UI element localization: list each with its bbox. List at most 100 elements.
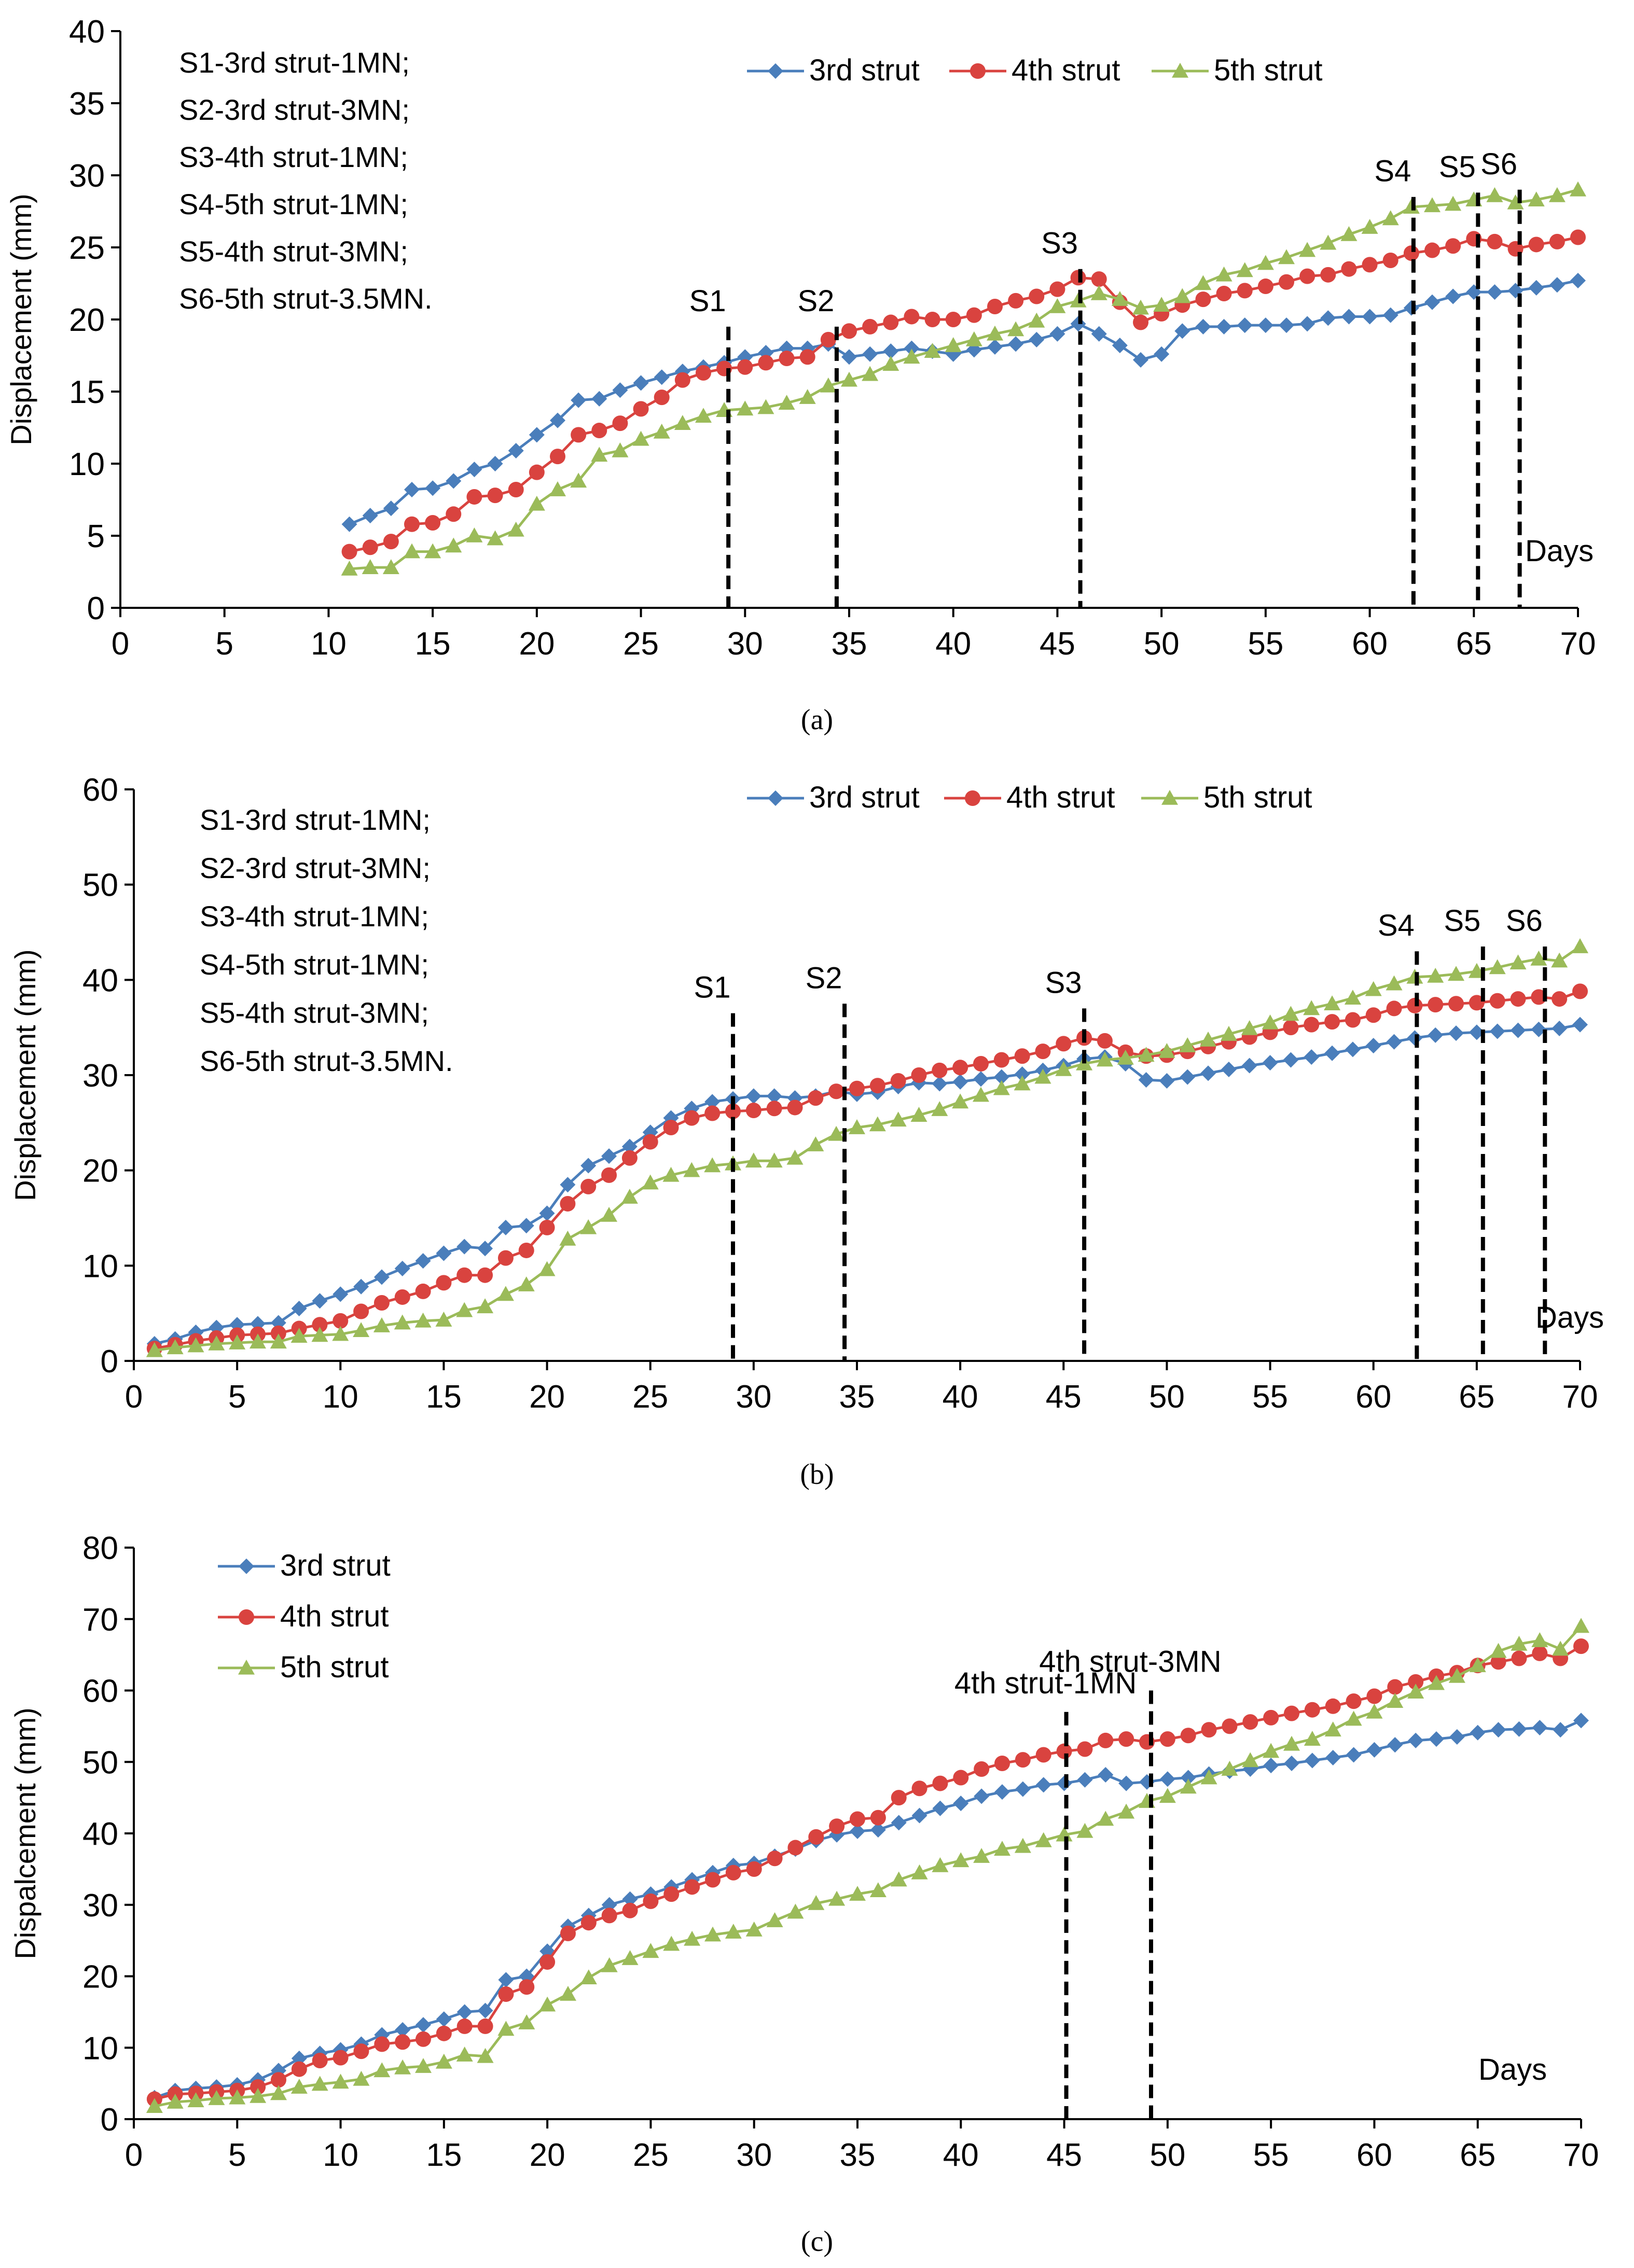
data-point-b xyxy=(621,1189,638,1204)
data-point-b xyxy=(1283,1020,1299,1036)
data-point-b xyxy=(1530,950,1547,966)
data-point-c xyxy=(1408,1674,1424,1690)
event-label-b: S1 xyxy=(694,971,731,1005)
data-point-a xyxy=(862,318,878,335)
data-point-a xyxy=(1340,226,1358,241)
data-point-b xyxy=(973,1071,989,1087)
data-point-b xyxy=(952,1074,968,1090)
data-point-c xyxy=(1304,1702,1320,1718)
data-point-a xyxy=(1279,274,1294,290)
y-tick-label-a: 5 xyxy=(87,519,105,554)
data-point-c xyxy=(808,1895,825,1910)
data-point-b xyxy=(1221,1061,1237,1077)
data-point-a xyxy=(1320,267,1336,283)
data-point-c xyxy=(291,2061,307,2077)
data-point-b xyxy=(1241,1058,1257,1074)
data-point-c xyxy=(146,2098,163,2113)
data-point-b xyxy=(1448,966,1465,981)
data-point-b xyxy=(704,1094,721,1110)
data-point-c xyxy=(208,2090,225,2105)
data-point-a xyxy=(987,339,1003,355)
data-point-b xyxy=(456,1267,473,1283)
data-point-b xyxy=(1552,1021,1568,1037)
data-point-b xyxy=(353,1278,369,1295)
data-point-b xyxy=(373,1317,390,1332)
legend-label-b: 4th strut xyxy=(1006,781,1115,814)
event-marker-b: S6 xyxy=(1506,904,1547,1361)
legend-item-b: 4th strut xyxy=(944,781,1115,814)
data-point-a xyxy=(820,377,837,393)
data-point-a xyxy=(571,392,587,408)
data-point-c xyxy=(416,2031,431,2047)
event-label-a: S2 xyxy=(797,284,834,318)
data-point-a xyxy=(591,423,607,439)
data-point-c xyxy=(270,2085,287,2100)
data-point-a xyxy=(383,500,399,517)
x-tick-label-b: 55 xyxy=(1252,1379,1288,1415)
data-point-b xyxy=(373,1269,390,1285)
x-tick-label-b: 40 xyxy=(943,1379,978,1415)
event-marker-b: S1 xyxy=(694,971,736,1361)
x-tick-label-c: 40 xyxy=(943,2137,979,2173)
data-point-a xyxy=(924,343,941,358)
data-point-b xyxy=(1138,1072,1154,1088)
data-point-c xyxy=(849,1886,866,1901)
legend-item-c: 3rd strut xyxy=(218,1549,391,1582)
data-point-b xyxy=(1572,983,1588,999)
data-point-c xyxy=(1180,1728,1196,1744)
data-point-c xyxy=(477,2048,494,2063)
data-point-a xyxy=(654,389,670,406)
data-point-a xyxy=(1403,245,1419,261)
data-point-b xyxy=(312,1317,328,1333)
data-point-a xyxy=(696,365,711,381)
data-point-a xyxy=(1008,293,1024,309)
y-tick-label-c: 30 xyxy=(82,1888,118,1924)
data-point-b xyxy=(663,1120,679,1136)
data-point-a xyxy=(1382,253,1398,269)
data-point-b xyxy=(704,1157,721,1173)
y-tick-label-a: 40 xyxy=(69,14,105,50)
event-label-b: S3 xyxy=(1045,966,1082,999)
data-point-a xyxy=(1237,283,1253,299)
data-point-c xyxy=(932,1800,948,1816)
data-point-c xyxy=(1263,1709,1279,1726)
data-point-a xyxy=(966,307,982,323)
event-label-b: S5 xyxy=(1444,904,1480,938)
legend-item-b: 3rd strut xyxy=(747,781,920,814)
data-point-c xyxy=(1490,1722,1506,1738)
data-point-a xyxy=(654,369,670,385)
x-tick-label-a: 40 xyxy=(935,626,971,662)
data-point-c xyxy=(1077,1741,1093,1757)
data-point-b xyxy=(1138,1047,1155,1062)
data-point-b xyxy=(1200,1065,1216,1081)
x-tick-label-b: 20 xyxy=(529,1379,565,1415)
data-point-c xyxy=(601,1897,617,1913)
data-point-c xyxy=(1449,1729,1465,1745)
event-marker-b: S4 xyxy=(1378,909,1419,1361)
data-point-c xyxy=(601,1908,617,1924)
data-point-a xyxy=(841,349,857,365)
data-point-a xyxy=(1111,291,1128,306)
data-point-c xyxy=(1159,1731,1175,1747)
data-point-c xyxy=(1118,1803,1135,1819)
data-point-a xyxy=(1320,310,1336,326)
data-point-c xyxy=(1469,1657,1486,1673)
data-point-c xyxy=(290,2079,308,2094)
data-point-c xyxy=(1324,1721,1341,1737)
event-marker-c: 4th strut-3MN xyxy=(1039,1645,1222,2119)
legend-b: 3rd strut 4th strut 5th strut xyxy=(747,781,1312,814)
y-axis-title-b: Displacement (mm) xyxy=(9,949,41,1201)
data-point-c xyxy=(1221,1761,1238,1776)
data-point-a xyxy=(341,560,358,576)
data-point-b xyxy=(518,1218,534,1234)
y-axis-title-a: Displacement (mm) xyxy=(5,193,37,445)
axes-a: 0 5 10 15 20 25 30 35 40 0 5 10 15 20 25 30 35 40 45 50 55 60… xyxy=(69,14,1596,662)
data-point-c xyxy=(891,1790,907,1806)
data-point-c xyxy=(891,1815,907,1831)
data-point-b xyxy=(601,1148,617,1164)
data-point-b xyxy=(1510,954,1527,970)
data-point-c xyxy=(643,1893,659,1909)
data-point-c xyxy=(1035,1777,1051,1793)
data-point-c xyxy=(870,1810,886,1826)
data-point-a xyxy=(382,559,399,574)
